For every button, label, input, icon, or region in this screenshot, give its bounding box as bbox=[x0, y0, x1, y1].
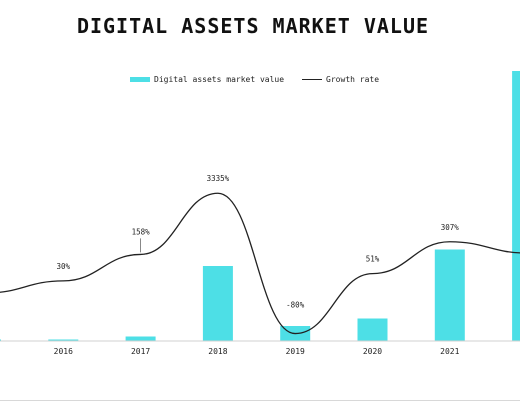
x-tick-2020: 2020 bbox=[363, 347, 382, 356]
chart-title: DIGITAL ASSETS MARKET VALUE bbox=[76, 14, 430, 38]
bar-2021 bbox=[434, 249, 465, 341]
rate-label-2016: 30% bbox=[57, 262, 71, 271]
x-tick-2021: 2021 bbox=[440, 347, 459, 356]
rate-label-2021: 307% bbox=[441, 223, 460, 232]
legend-label-market-value: Digital assets market value bbox=[154, 74, 285, 84]
x-tick-2017: 2017 bbox=[131, 347, 150, 356]
legend-bar-swatch bbox=[130, 76, 150, 82]
bar-2015 bbox=[0, 339, 1, 341]
growth-rate-line bbox=[0, 192, 520, 335]
x-tick-2019: 2019 bbox=[286, 347, 305, 356]
bar-2017 bbox=[125, 336, 156, 341]
rate-label-2017: 158% bbox=[132, 227, 151, 236]
x-tick-2016: 2016 bbox=[54, 347, 73, 356]
bar-2020 bbox=[357, 318, 388, 341]
bar-2022 bbox=[512, 71, 520, 341]
rate-label-2019: -80% bbox=[286, 301, 305, 310]
rate-label-2018: 3335% bbox=[207, 174, 230, 183]
legend-line-swatch bbox=[302, 78, 323, 80]
legend: Digital assets market value Growth rate bbox=[130, 72, 379, 86]
bar-2016 bbox=[48, 339, 79, 341]
legend-label-growth-rate: Growth rate bbox=[326, 74, 380, 84]
bar-2018 bbox=[202, 266, 233, 341]
rate-label-2020: 51% bbox=[366, 255, 380, 264]
x-tick-2018: 2018 bbox=[208, 347, 227, 356]
